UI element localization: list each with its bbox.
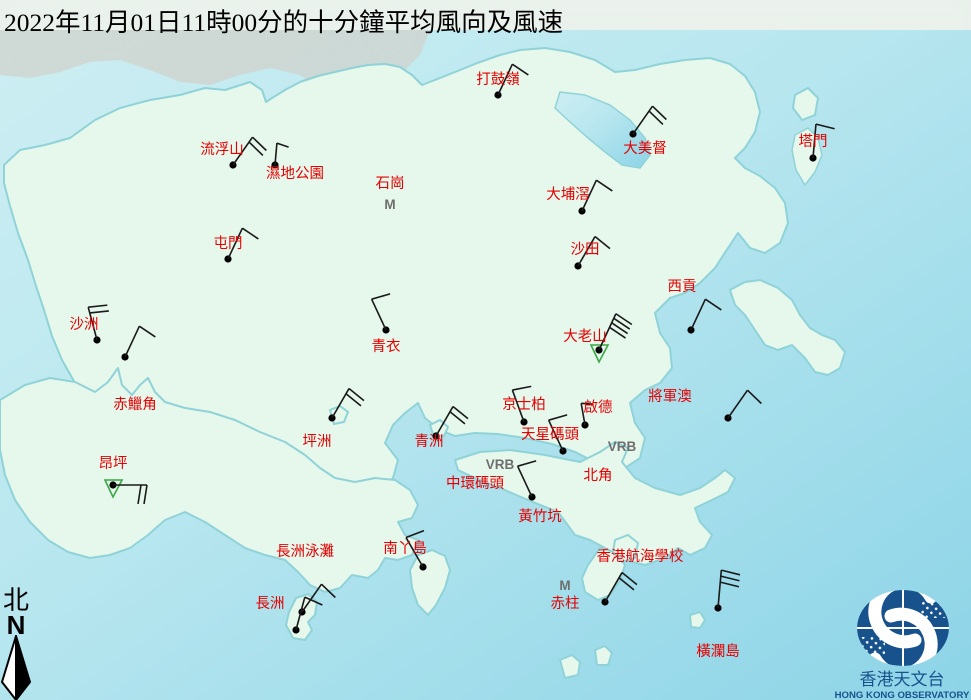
svg-text:HONG KONG OBSERVATORY: HONG KONG OBSERVATORY [835,690,970,700]
svg-text:香港天文台: 香港天文台 [860,670,945,689]
